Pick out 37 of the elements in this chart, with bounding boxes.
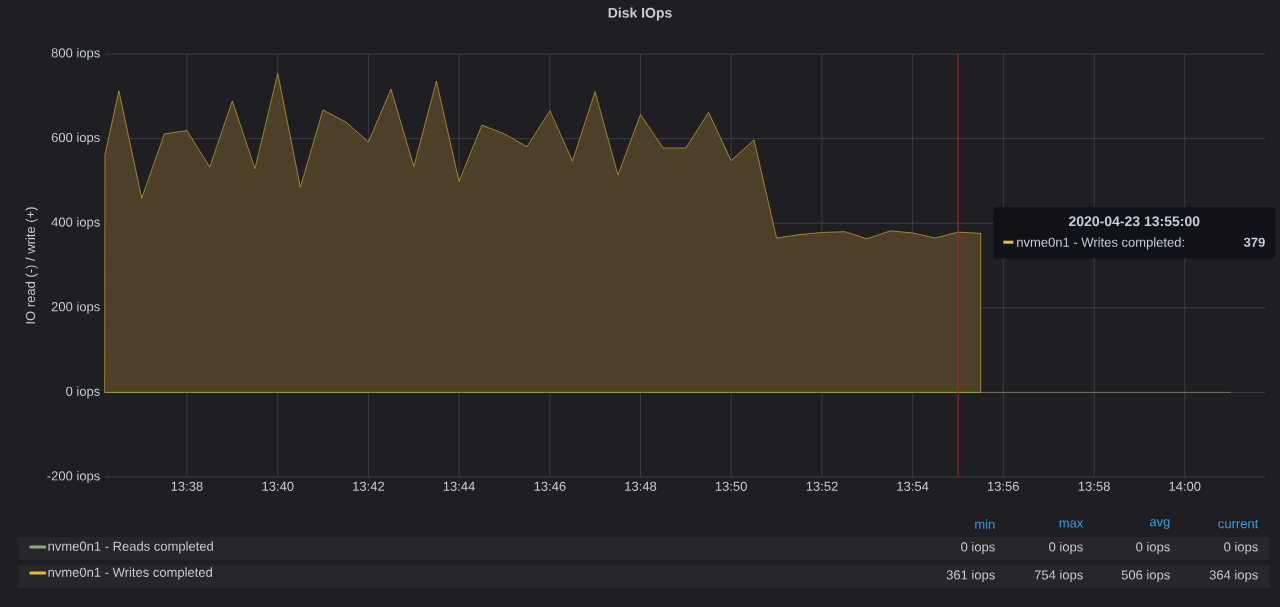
x-tick-label: 13:40 — [262, 481, 294, 491]
text: 0 iops — [961, 541, 995, 555]
annotation: 2020-04-23 13:55:00 — [1068, 216, 1200, 227]
text: avg — [1149, 519, 1170, 529]
x-tick-label: 13:46 — [534, 481, 566, 491]
x-tick-label: 13:58 — [1078, 481, 1110, 491]
text: current — [1218, 519, 1259, 529]
x-tick-label: 13:52 — [806, 481, 838, 491]
annotation: nvme0n1 - Writes completed: — [1017, 237, 1184, 250]
text: 0 iops — [1049, 541, 1083, 555]
y-tick-label: 400 iops — [51, 217, 100, 230]
y-tick-label: 0 iops — [66, 386, 100, 399]
text: 0 iops — [1224, 541, 1258, 555]
x-tick-label: 14:00 — [1169, 481, 1201, 491]
y-axis-title: IO read (-) / write (+) — [25, 207, 38, 324]
x-tick-label: 13:48 — [625, 481, 657, 491]
text: 506 iops — [1121, 569, 1170, 583]
y-tick-label: -200 iops — [47, 470, 100, 484]
x-tick-label: 13:56 — [987, 481, 1019, 491]
text: min — [975, 519, 995, 529]
text: 754 iops — [1034, 569, 1083, 583]
x-tick-label: 13:44 — [443, 481, 475, 491]
y-tick-label: 600 iops — [51, 132, 100, 145]
annotation: 379 — [1243, 237, 1265, 247]
x-tick-label: 13:50 — [715, 481, 747, 491]
text: 361 iops — [946, 569, 995, 583]
legend-label: nvme0n1 - Reads completed — [48, 541, 213, 554]
x-tick-label: 13:42 — [353, 481, 385, 491]
x-tick-label: 13:38 — [171, 481, 203, 491]
text: 0 iops — [1136, 541, 1170, 555]
text: max — [1059, 520, 1084, 528]
y-tick-label: 800 iops — [51, 47, 100, 61]
y-tick-label: 200 iops — [51, 301, 100, 314]
chart-title: Disk IOps — [608, 7, 672, 21]
x-tick-label: 13:54 — [897, 481, 929, 491]
legend-label: nvme0n1 - Writes completed — [48, 567, 212, 580]
text: 364 iops — [1209, 569, 1258, 583]
